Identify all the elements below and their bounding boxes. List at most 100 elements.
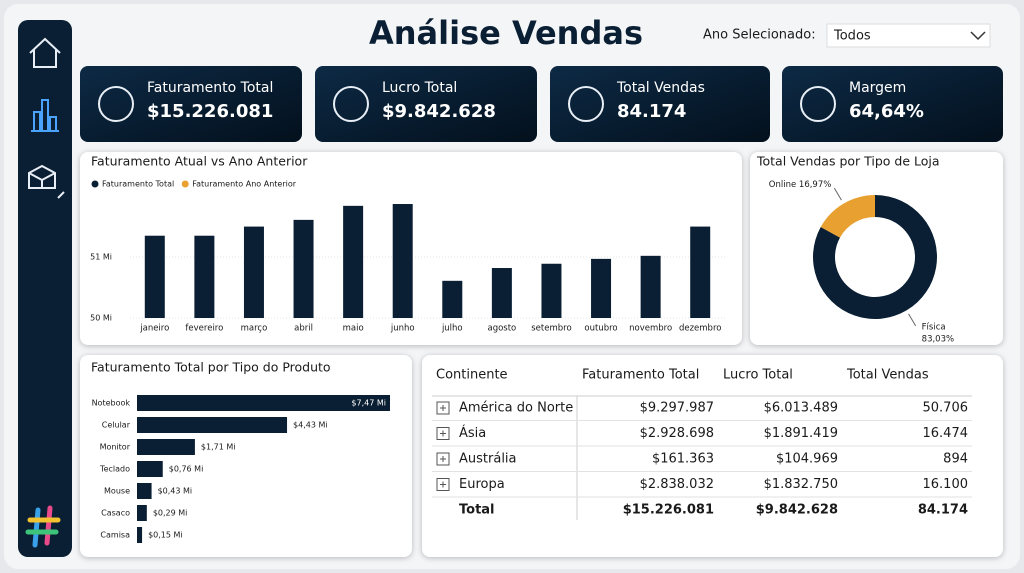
- table-cell: $6.013.489: [764, 401, 838, 416]
- bar: [194, 235, 215, 318]
- sidebar-icons: [28, 37, 65, 199]
- bar: [144, 235, 165, 318]
- table-cell: 16.474: [923, 426, 969, 441]
- x-tick-label: fevereiro: [185, 324, 223, 334]
- table-cell: $161.363: [652, 452, 714, 467]
- bar: [137, 461, 163, 477]
- kpi-icon: [98, 86, 134, 122]
- y-tick-label: Notebook: [92, 399, 131, 408]
- x-tick-label: outubro: [584, 324, 617, 334]
- dropdown-arrow: [970, 31, 986, 41]
- filter-dropdown[interactable]: [826, 23, 991, 48]
- table-cell: Europa: [459, 477, 505, 492]
- kpi-label: Total Vendas: [616, 80, 705, 96]
- bar: [137, 417, 288, 433]
- table-cell: $104.969: [776, 452, 838, 467]
- bar: [491, 268, 512, 318]
- bar: [392, 204, 413, 318]
- panel: [80, 355, 412, 557]
- legend-label: Faturamento Total: [102, 180, 174, 189]
- table-cell: 50.706: [923, 401, 969, 416]
- expand-plus: [440, 481, 446, 488]
- x-tick-label: setembro: [531, 324, 571, 334]
- filter-value[interactable]: Todos: [833, 29, 871, 44]
- slice-label: Online 16,97%: [769, 180, 832, 190]
- x-tick-label: março: [241, 324, 268, 334]
- table-cell: 16.100: [923, 477, 969, 492]
- x-tick-label: janeiro: [139, 324, 169, 334]
- kpi-icon: [333, 86, 369, 122]
- table-total: $9.842.628: [756, 503, 838, 518]
- legend-swatch: [91, 180, 99, 188]
- leader-line: [833, 187, 842, 201]
- y-tick-label: Monitor: [100, 443, 131, 452]
- table-cell: $1.891.419: [764, 426, 838, 441]
- y-tick-label: Celular: [102, 421, 131, 430]
- kpi-icon: [568, 86, 604, 122]
- legend-label: Faturamento Ano Anterior: [192, 180, 297, 189]
- bar: [293, 219, 314, 318]
- kpi-label: Faturamento Total: [147, 80, 273, 96]
- x-tick-label: agosto: [487, 324, 516, 334]
- logo: [25, 505, 61, 548]
- leader-line: [908, 313, 917, 327]
- slice-category: Online: [769, 180, 796, 190]
- bar: [591, 258, 612, 318]
- y-tick-label: Casaco: [101, 509, 130, 518]
- bar: [640, 255, 661, 318]
- table-header: Faturamento Total: [582, 368, 699, 383]
- x-tick-label: maio: [343, 324, 364, 334]
- x-tick-label: julho: [441, 324, 463, 334]
- bar: [690, 226, 711, 318]
- box-icon[interactable]: [28, 164, 65, 199]
- y-tick-label: Camisa: [100, 531, 130, 540]
- x-tick-label: novembro: [629, 324, 672, 334]
- table-header: Lucro Total: [723, 368, 793, 383]
- panel: [422, 355, 1003, 557]
- kpi-card: [315, 66, 537, 142]
- table-cell: Ásia: [459, 425, 486, 441]
- kpi-card: [550, 66, 770, 142]
- kpi-value: 64,64%: [849, 101, 924, 122]
- table-cell: Austrália: [459, 452, 517, 467]
- bar: [137, 505, 147, 521]
- slice-value: 83,03%: [922, 334, 954, 344]
- kpi-value: $9.842.628: [382, 101, 496, 122]
- bar: [137, 483, 152, 499]
- table-header: Continente: [436, 368, 508, 383]
- kpi-card: [80, 66, 302, 142]
- x-tick-label: junho: [390, 324, 415, 334]
- table-cell: América do Norte: [459, 401, 573, 416]
- y-tick-label: Teclado: [99, 465, 130, 474]
- x-tick-label: abril: [294, 324, 313, 334]
- bar: [137, 527, 143, 543]
- expand-plus: [440, 430, 446, 437]
- table-header: Total Vendas: [846, 368, 929, 383]
- y-tick-label: 50 Mi: [90, 314, 112, 323]
- kpi-icon: [800, 86, 836, 122]
- bar: [442, 280, 463, 318]
- table-cell: $2.838.032: [640, 477, 714, 492]
- slice-value: 16,97%: [799, 180, 831, 190]
- bar: [137, 395, 390, 411]
- legend-swatch: [181, 180, 189, 188]
- kpi-label: Margem: [849, 80, 906, 96]
- title: Análise Vendas: [369, 14, 643, 52]
- donut-slice: [820, 195, 875, 238]
- table-total: Total: [459, 503, 495, 518]
- data-label: $0,29 Mi: [153, 509, 188, 518]
- data-label: $7,47 Mi: [351, 399, 386, 408]
- x-tick-label: dezembro: [679, 324, 722, 334]
- table-cell: $9.297.987: [640, 401, 714, 416]
- chart-icon[interactable]: [31, 99, 59, 132]
- y-tick-label: Mouse: [104, 487, 130, 496]
- kpi-value: $15.226.081: [147, 101, 273, 122]
- donut-slice: [812, 195, 937, 319]
- home-icon[interactable]: [29, 37, 61, 68]
- chart-title: Faturamento Total por Tipo do Produto: [91, 360, 331, 375]
- table-total: $15.226.081: [623, 503, 714, 518]
- data-label: $0,43 Mi: [158, 487, 193, 496]
- kpi-label: Lucro Total: [382, 80, 457, 96]
- chart-title: Faturamento Atual vs Ano Anterior: [91, 154, 308, 169]
